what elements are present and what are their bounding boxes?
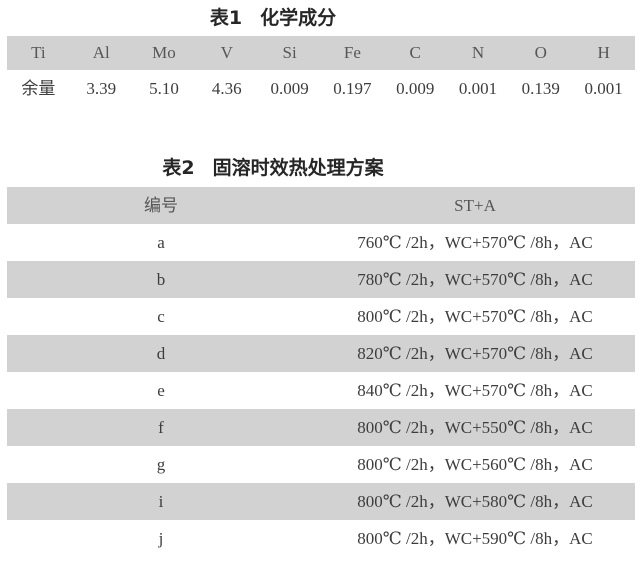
row-id: d bbox=[156, 344, 166, 363]
table-cell: 5.10 bbox=[149, 79, 179, 98]
row-id: i bbox=[158, 492, 164, 511]
column-header-al: Al bbox=[92, 43, 110, 62]
table2-header-row: 编号 ST+A bbox=[7, 187, 635, 224]
column-header-c: C bbox=[409, 43, 421, 62]
table-cell: 0.001 bbox=[584, 79, 623, 98]
table-row: g 800℃ /2h，WC+560℃ /8h，AC bbox=[7, 446, 635, 483]
column-header-h: H bbox=[597, 43, 610, 62]
row-treatment: 760℃ /2h，WC+570℃ /8h，AC bbox=[357, 233, 593, 252]
table1: Ti Al Mo V Si Fe C N O H 余量 3.39 5.10 4.… bbox=[7, 36, 635, 108]
column-header-treatment: ST+A bbox=[454, 196, 496, 215]
row-treatment: 800℃ /2h，WC+580℃ /8h，AC bbox=[357, 492, 593, 511]
table-row: b 780℃ /2h，WC+570℃ /8h，AC bbox=[7, 261, 635, 298]
column-header-ti: Ti bbox=[31, 43, 46, 62]
table2: 编号 ST+A a 760℃ /2h，WC+570℃ /8h，AC b 780℃… bbox=[7, 187, 635, 557]
table2-title: 表2 固溶时效热处理方案 bbox=[0, 156, 587, 181]
table-cell: 4.36 bbox=[211, 79, 242, 98]
table2-title-name: 固溶时效热处理方案 bbox=[212, 157, 384, 179]
table-row: j 800℃ /2h，WC+590℃ /8h，AC bbox=[7, 520, 635, 557]
table-cell: 0.001 bbox=[458, 79, 498, 98]
table-row: i 800℃ /2h，WC+580℃ /8h，AC bbox=[7, 483, 635, 520]
table-row: e 840℃ /2h，WC+570℃ /8h，AC bbox=[7, 372, 635, 409]
row-id: e bbox=[157, 381, 165, 400]
row-id: a bbox=[157, 233, 165, 252]
table1-header-row: Ti Al Mo V Si Fe C N O H bbox=[7, 36, 635, 70]
table-row: c 800℃ /2h，WC+570℃ /8h，AC bbox=[7, 298, 635, 335]
row-id: b bbox=[156, 270, 166, 289]
row-treatment: 800℃ /2h，WC+550℃ /8h，AC bbox=[357, 418, 593, 437]
row-treatment: 800℃ /2h，WC+590℃ /8h，AC bbox=[357, 529, 593, 548]
table-cell: 0.139 bbox=[521, 79, 560, 98]
column-header-mo: Mo bbox=[152, 43, 176, 62]
row-id: g bbox=[156, 455, 166, 474]
table1-title-label: 表1 bbox=[209, 7, 243, 29]
column-header-v: V bbox=[220, 43, 233, 62]
row-id: j bbox=[158, 529, 164, 548]
table-row: f 800℃ /2h，WC+550℃ /8h，AC bbox=[7, 409, 635, 446]
table2-title-label: 表2 bbox=[162, 157, 195, 179]
table1-data-row: 余量 3.39 5.10 4.36 0.009 0.197 0.009 0.00… bbox=[7, 70, 635, 108]
row-id: f bbox=[158, 418, 164, 437]
table-cell: 0.009 bbox=[270, 79, 309, 98]
table-row: d 820℃ /2h，WC+570℃ /8h，AC bbox=[7, 335, 635, 372]
row-treatment: 840℃ /2h，WC+570℃ /8h，AC bbox=[357, 381, 593, 400]
column-header-id: 编号 bbox=[144, 196, 178, 215]
row-id: c bbox=[157, 307, 165, 326]
row-treatment: 820℃ /2h，WC+570℃ /8h，AC bbox=[357, 344, 593, 363]
column-header-fe: Fe bbox=[343, 43, 361, 62]
row-treatment: 800℃ /2h，WC+560℃ /8h，AC bbox=[357, 455, 593, 474]
table-row: a 760℃ /2h，WC+570℃ /8h，AC bbox=[7, 224, 635, 261]
row-treatment: 800℃ /2h，WC+570℃ /8h，AC bbox=[357, 307, 593, 326]
column-header-si: Si bbox=[282, 43, 297, 62]
table-cell: 余量 bbox=[21, 79, 56, 98]
table-cell: 0.009 bbox=[396, 79, 435, 98]
column-header-o: O bbox=[534, 43, 547, 62]
column-header-n: N bbox=[471, 43, 485, 62]
row-treatment: 780℃ /2h，WC+570℃ /8h，AC bbox=[357, 270, 593, 289]
table-cell: 0.197 bbox=[333, 79, 372, 98]
table1-title-name: 化学成分 bbox=[260, 7, 337, 29]
table1-title: 表1 化学成分 bbox=[0, 0, 587, 30]
table-cell: 3.39 bbox=[86, 79, 117, 98]
